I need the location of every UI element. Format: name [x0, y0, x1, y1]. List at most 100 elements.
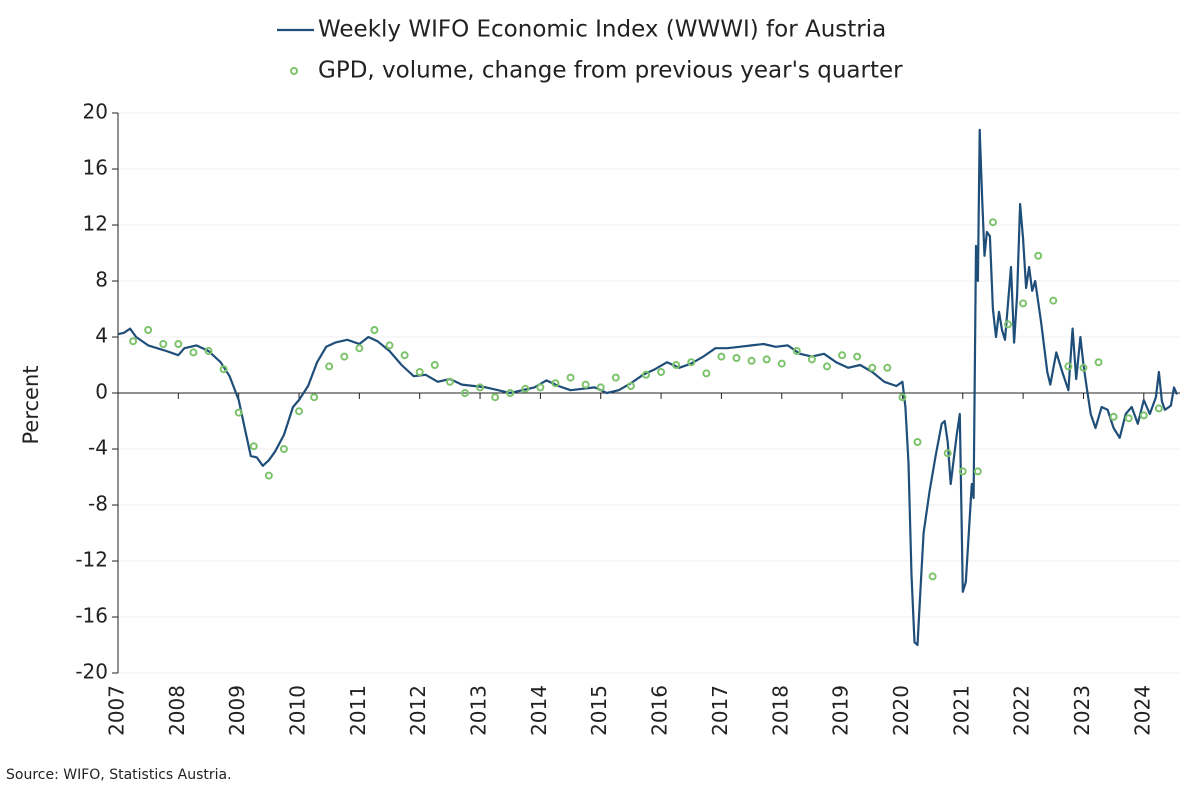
- data-point: [1064, 362, 1073, 371]
- x-tick-label: 2007: [105, 685, 129, 736]
- x-tick-label: 2014: [527, 685, 551, 736]
- legend-marker: [290, 67, 298, 75]
- data-point: [279, 445, 288, 453]
- data-point: [340, 352, 349, 361]
- data-point: [626, 382, 635, 390]
- data-point: [732, 354, 741, 362]
- legend-label: GPD, volume, change from previous year's…: [318, 58, 903, 84]
- data-point: [596, 383, 605, 392]
- data-point: [1094, 358, 1103, 367]
- y-axis-label: Percent: [19, 365, 43, 444]
- data-point: [883, 363, 892, 372]
- data-point: [898, 393, 907, 402]
- data-point: [491, 393, 500, 402]
- x-tick-label: 2010: [286, 685, 310, 736]
- data-point: [400, 351, 409, 360]
- x-tick-label: 2022: [1010, 685, 1034, 736]
- data-point: [506, 389, 515, 397]
- data-point: [807, 355, 816, 364]
- data-point: [566, 373, 575, 382]
- y-tick-label: 12: [83, 212, 108, 236]
- x-tick-label: 2018: [768, 685, 792, 736]
- x-tick-label: 2016: [648, 685, 672, 736]
- x-tick-label: 2012: [406, 685, 430, 736]
- data-point: [611, 373, 620, 382]
- y-tick-label: 0: [95, 380, 108, 404]
- data-point: [460, 389, 469, 397]
- data-point: [1049, 296, 1058, 305]
- y-tick-label: -12: [75, 548, 108, 572]
- data-point: [988, 218, 997, 227]
- data-point: [672, 361, 681, 369]
- data-point: [581, 380, 590, 389]
- y-tick-label: 8: [95, 268, 108, 292]
- data-point: [958, 467, 967, 476]
- data-point: [204, 347, 213, 355]
- data-point: [295, 407, 304, 416]
- data-point: [657, 368, 666, 376]
- data-point: [445, 377, 454, 386]
- data-point: [521, 384, 530, 393]
- x-tick-label: 2008: [165, 685, 189, 736]
- data-point: [234, 408, 243, 417]
- data-point: [264, 471, 273, 480]
- data-point: [174, 340, 183, 348]
- data-point: [973, 467, 982, 476]
- source-note: Source: WIFO, Statistics Austria.: [6, 767, 232, 783]
- data-point: [702, 369, 711, 378]
- data-point: [928, 572, 937, 581]
- data-point: [1124, 414, 1133, 423]
- data-point: [777, 359, 786, 368]
- data-point: [385, 341, 394, 350]
- data-point: [1019, 299, 1028, 308]
- x-tick-label: 2024: [1130, 685, 1154, 736]
- data-point: [1079, 363, 1088, 372]
- x-tick-label: 2019: [829, 685, 853, 736]
- y-tick-label: -20: [75, 660, 108, 684]
- data-point: [551, 379, 560, 388]
- x-tick-label: 2009: [225, 685, 249, 736]
- y-tick-label: -8: [88, 492, 108, 516]
- data-point: [792, 347, 801, 355]
- data-point: [1109, 412, 1118, 421]
- y-tick-label: 16: [83, 156, 108, 180]
- x-tick-label: 2021: [949, 685, 973, 736]
- data-point: [144, 326, 153, 334]
- data-point: [1034, 251, 1043, 260]
- x-tick-label: 2011: [346, 685, 370, 736]
- data-point: [747, 356, 756, 365]
- data-point: [762, 355, 771, 364]
- y-tick-label: -16: [75, 604, 108, 628]
- data-point: [325, 362, 334, 371]
- data-point: [415, 368, 424, 376]
- data-point: [430, 361, 439, 369]
- legend-label: Weekly WIFO Economic Index (WWWI) for Au…: [318, 17, 886, 43]
- data-point: [717, 352, 726, 361]
- data-point: [536, 383, 545, 392]
- x-tick-label: 2017: [708, 685, 732, 736]
- data-point: [159, 340, 168, 348]
- data-point: [189, 348, 198, 357]
- data-line: [117, 128, 1179, 647]
- y-tick-label: 4: [95, 324, 108, 348]
- data-point: [1154, 404, 1163, 413]
- x-tick-label: 2015: [587, 685, 611, 736]
- x-tick-label: 2013: [467, 685, 491, 736]
- data-point: [943, 449, 952, 458]
- x-tick-label: 2023: [1070, 685, 1094, 736]
- data-point: [370, 326, 379, 334]
- data-point: [1139, 411, 1148, 420]
- data-point: [913, 438, 922, 446]
- data-point: [868, 363, 877, 372]
- data-point: [687, 358, 696, 367]
- y-tick-label: 20: [83, 100, 108, 124]
- data-point: [476, 383, 485, 392]
- data-point: [823, 362, 832, 371]
- data-point: [838, 351, 847, 360]
- data-point: [129, 337, 138, 346]
- data-point: [641, 370, 650, 379]
- data-point: [853, 352, 862, 361]
- data-point: [355, 344, 364, 353]
- y-tick-label: -4: [88, 436, 108, 460]
